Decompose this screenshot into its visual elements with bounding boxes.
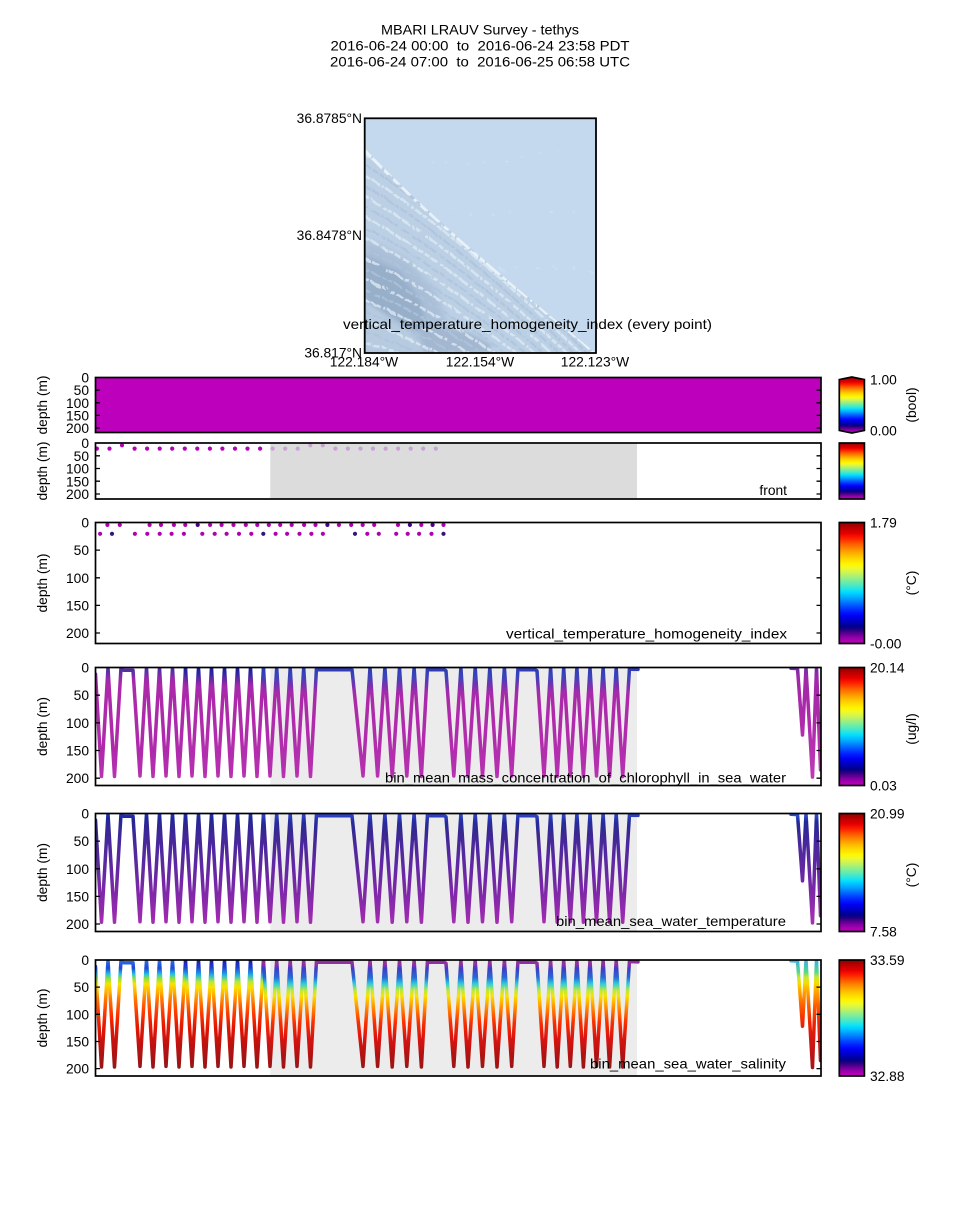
svg-text:36.8478°N: 36.8478°N bbox=[297, 228, 362, 243]
svg-text:100: 100 bbox=[66, 571, 89, 586]
svg-text:0: 0 bbox=[81, 807, 89, 822]
svg-text:0.03: 0.03 bbox=[870, 779, 897, 794]
svg-text:0: 0 bbox=[81, 953, 89, 968]
svg-text:0: 0 bbox=[81, 436, 89, 451]
svg-text:7.58: 7.58 bbox=[870, 925, 897, 940]
svg-text:depth (m): depth (m) bbox=[35, 441, 50, 500]
svg-text:200: 200 bbox=[66, 626, 89, 641]
svg-text:50: 50 bbox=[74, 383, 90, 398]
svg-text:50: 50 bbox=[74, 543, 90, 558]
svg-text:vertical_temperature_homogenei: vertical_temperature_homogeneity_index bbox=[506, 626, 787, 641]
svg-text:150: 150 bbox=[66, 744, 89, 759]
svg-text:MBARI LRAUV Survey - tethys: MBARI LRAUV Survey - tethys bbox=[381, 23, 579, 38]
svg-text:(ug/l): (ug/l) bbox=[904, 713, 919, 744]
svg-text:150: 150 bbox=[66, 598, 89, 613]
svg-text:(°C): (°C) bbox=[904, 863, 919, 888]
svg-text:20.14: 20.14 bbox=[870, 661, 905, 676]
svg-text:depth (m): depth (m) bbox=[35, 843, 50, 902]
svg-text:0: 0 bbox=[81, 516, 89, 531]
svg-text:100: 100 bbox=[66, 1007, 89, 1022]
svg-text:2016-06-24 07:00 to 2016-06-: 2016-06-24 07:00 to 2016-06-25 06:58 UTC bbox=[330, 55, 630, 70]
svg-text:bin_mean_sea_water_salinity: bin_mean_sea_water_salinity bbox=[590, 1056, 786, 1071]
svg-text:150: 150 bbox=[66, 889, 89, 904]
svg-text:vertical_temperature_homogenei: vertical_temperature_homogeneity_index (… bbox=[343, 317, 712, 332]
svg-text:0: 0 bbox=[81, 371, 89, 386]
svg-text:36.817°N: 36.817°N bbox=[304, 346, 362, 361]
svg-text:122.184°W: 122.184°W bbox=[330, 354, 398, 369]
svg-text:200: 200 bbox=[66, 1062, 89, 1077]
svg-text:200: 200 bbox=[66, 487, 89, 502]
svg-text:bin_mean_mass_concentration_of: bin_mean_mass_concentration_of_chlorophy… bbox=[385, 770, 786, 785]
svg-text:50: 50 bbox=[74, 449, 90, 464]
svg-text:200: 200 bbox=[66, 771, 89, 786]
svg-text:depth (m): depth (m) bbox=[35, 988, 50, 1047]
svg-text:100: 100 bbox=[66, 396, 89, 411]
svg-text:depth (m): depth (m) bbox=[35, 553, 50, 612]
svg-text:1.00: 1.00 bbox=[870, 373, 897, 388]
svg-text:depth (m): depth (m) bbox=[35, 375, 50, 434]
svg-text:0.00: 0.00 bbox=[870, 423, 897, 438]
svg-text:front: front bbox=[759, 483, 787, 498]
svg-text:36.8785°N: 36.8785°N bbox=[297, 111, 362, 126]
svg-text:50: 50 bbox=[74, 980, 90, 995]
svg-text:2016-06-24 00:00 to 2016-06-: 2016-06-24 00:00 to 2016-06-24 23:58 PDT bbox=[331, 39, 631, 54]
svg-text:50: 50 bbox=[74, 688, 90, 703]
svg-text:(bool): (bool) bbox=[904, 387, 919, 422]
svg-text:20.99: 20.99 bbox=[870, 807, 905, 822]
svg-text:150: 150 bbox=[66, 1034, 89, 1049]
svg-text:150: 150 bbox=[66, 474, 89, 489]
svg-text:bin_mean_sea_water_temperature: bin_mean_sea_water_temperature bbox=[556, 914, 786, 929]
svg-text:0: 0 bbox=[81, 661, 89, 676]
svg-text:50: 50 bbox=[74, 834, 90, 849]
svg-text:200: 200 bbox=[66, 917, 89, 932]
svg-text:(°C): (°C) bbox=[904, 571, 919, 596]
svg-text:122.123°W: 122.123°W bbox=[561, 354, 629, 369]
svg-text:-0.00: -0.00 bbox=[870, 637, 902, 652]
svg-text:100: 100 bbox=[66, 862, 89, 877]
svg-text:33.59: 33.59 bbox=[870, 953, 905, 968]
svg-text:200: 200 bbox=[66, 421, 89, 436]
svg-text:100: 100 bbox=[66, 462, 89, 477]
svg-text:depth (m): depth (m) bbox=[35, 697, 50, 756]
svg-text:122.154°W: 122.154°W bbox=[446, 354, 514, 369]
svg-text:150: 150 bbox=[66, 408, 89, 423]
svg-text:32.88: 32.88 bbox=[870, 1069, 905, 1084]
svg-text:1.79: 1.79 bbox=[870, 516, 897, 531]
svg-text:100: 100 bbox=[66, 716, 89, 731]
